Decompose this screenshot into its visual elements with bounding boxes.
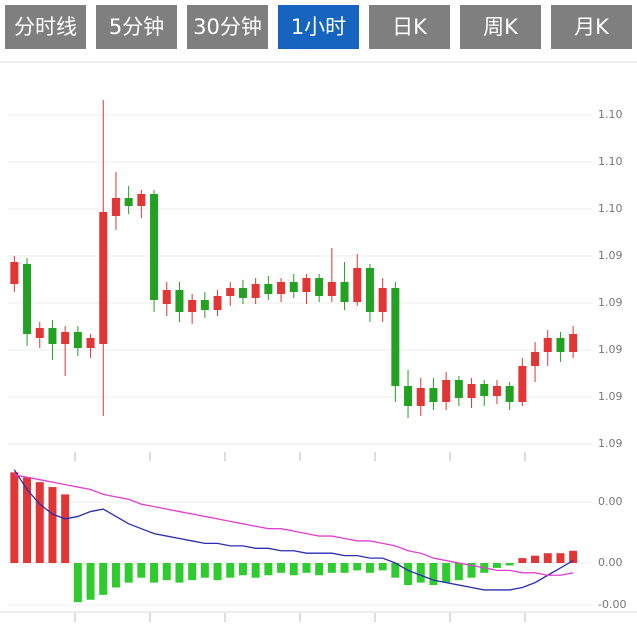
tab-5min[interactable]: 5分钟	[96, 5, 177, 49]
tab-monthly-k[interactable]: 月K	[551, 5, 632, 49]
candles	[10, 100, 578, 418]
tab-1hour[interactable]: 1小时	[278, 5, 359, 49]
y-axis-label: 1.09	[598, 437, 623, 450]
macd-axis-label: 0.00	[598, 556, 623, 569]
y-axis-label: 1.10	[598, 202, 623, 215]
macd-lines	[13, 469, 574, 591]
macd-histogram	[10, 472, 578, 603]
grid-lines	[8, 114, 592, 606]
y-axis-label: 1.09	[598, 343, 623, 356]
dea-line	[14, 474, 574, 576]
tab-daily-k[interactable]: 日K	[369, 5, 450, 49]
y-axis-label: 1.09	[598, 249, 623, 262]
period-tab-bar: 分时线 5分钟 30分钟 1小时 日K 周K 月K	[5, 5, 632, 49]
x-axis-ticks	[74, 452, 526, 622]
panel-dividers	[0, 61, 637, 613]
macd-axis-label: 0.00	[598, 495, 623, 508]
y-axis-label: 1.10	[598, 108, 623, 121]
tab-timeshare[interactable]: 分时线	[5, 5, 86, 49]
tab-weekly-k[interactable]: 周K	[460, 5, 541, 49]
tab-30min[interactable]: 30分钟	[187, 5, 268, 49]
y-axis-label: 1.09	[598, 390, 623, 403]
macd-axis-label: -0.00	[598, 598, 627, 611]
y-axis-label: 1.10	[598, 155, 623, 168]
y-axis-label: 1.09	[598, 296, 623, 309]
dif-line	[13, 469, 574, 591]
